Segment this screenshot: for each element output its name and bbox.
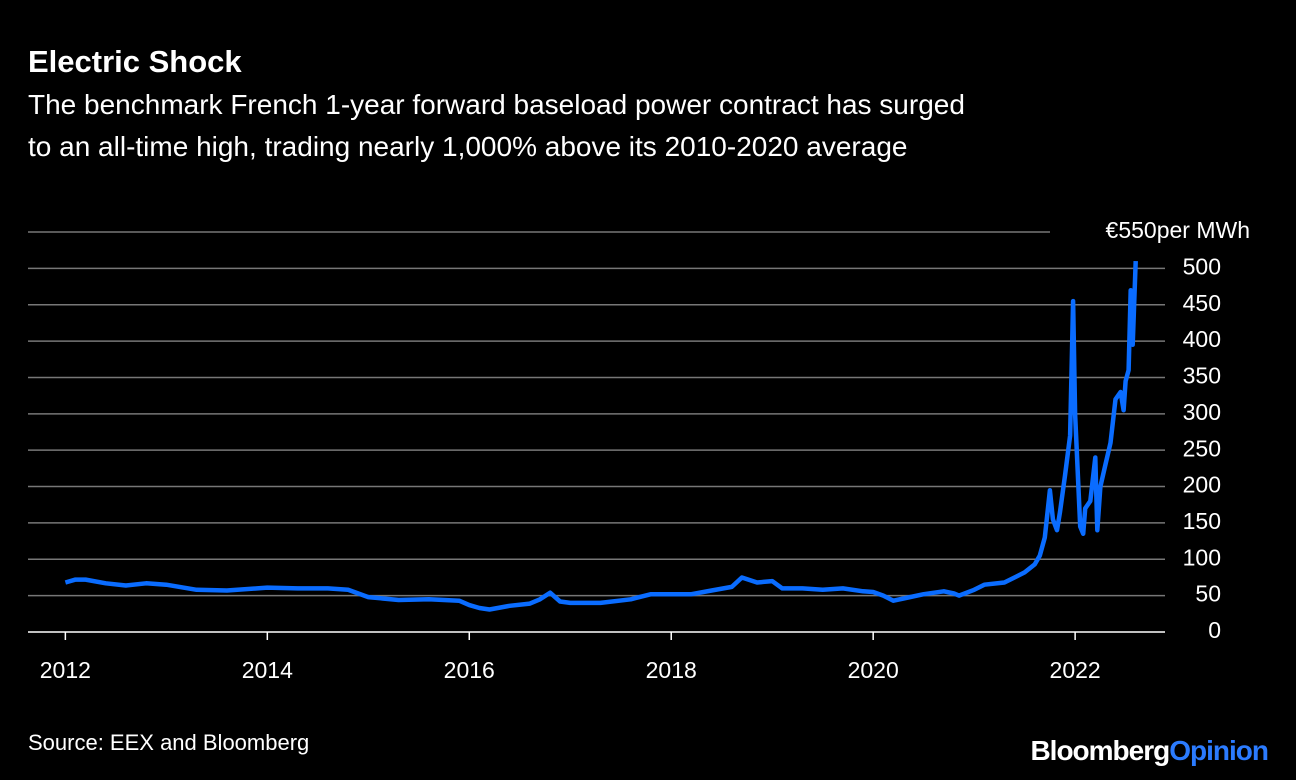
y-tick-label: 50 [1195, 581, 1221, 607]
x-tick-label: 2022 [1050, 657, 1101, 683]
y-tick-label: 300 [1183, 399, 1221, 425]
y-tick-label: 450 [1183, 290, 1221, 316]
chart-subtitle: to an all-time high, trading nearly 1,00… [28, 131, 907, 162]
x-tick-label: 2020 [848, 657, 899, 683]
logo: BloombergOpinion [1030, 735, 1268, 766]
x-tick-label: 2014 [242, 657, 293, 683]
x-tick-label: 2018 [646, 657, 697, 683]
x-tick-label: 2012 [40, 657, 91, 683]
y-tick-label: 350 [1183, 363, 1221, 389]
y-tick-label: 0 [1208, 617, 1221, 643]
data-line [64, 261, 1138, 612]
y-tick-label: €550per MWh [1106, 217, 1250, 243]
y-tick-label: 100 [1183, 544, 1221, 570]
chart-title: Electric Shock [28, 44, 242, 79]
source-note: Source: EEX and Bloomberg [28, 730, 309, 755]
y-tick-label: 500 [1183, 253, 1221, 279]
y-tick-label: 200 [1183, 472, 1221, 498]
chart-subtitle: The benchmark French 1-year forward base… [28, 89, 965, 120]
y-tick-label: 400 [1183, 326, 1221, 352]
logo-brand: Bloomberg [1030, 735, 1169, 766]
x-tick-label: 2016 [444, 657, 495, 683]
y-tick-label: 150 [1183, 508, 1221, 534]
logo-product: Opinion [1169, 735, 1268, 766]
y-tick-label: 250 [1183, 435, 1221, 461]
